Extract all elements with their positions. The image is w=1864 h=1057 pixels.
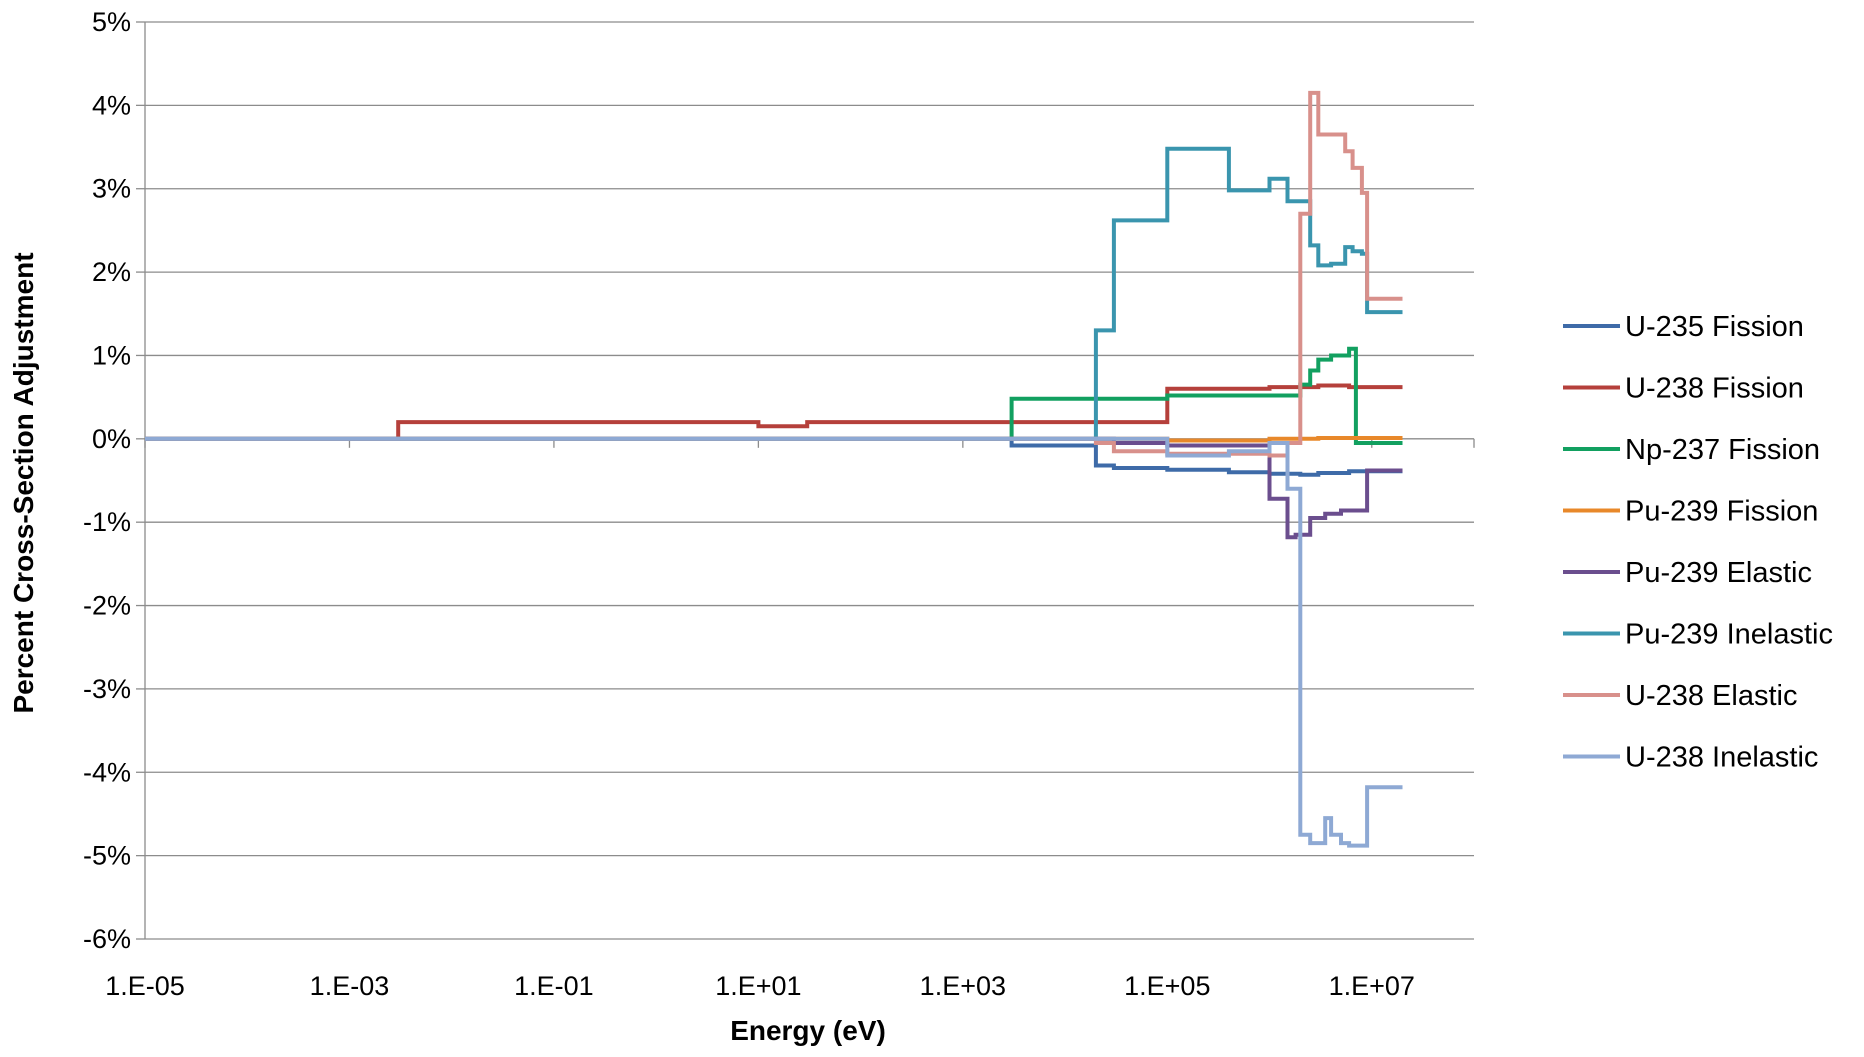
series-line-np-237-fission [145,346,1403,445]
x-tick-label: 1.E+05 [1124,971,1210,1001]
legend-label: U-238 Inelastic [1625,742,1818,774]
series-line-u-238-inelastic [145,436,1403,848]
x-tick-label: 1.E+07 [1329,971,1415,1001]
tick-labels: 5% 4% 3% 2% 1% 0% -1% -2% -3% -4% -5% -6% 1.E-05 1.E-… [83,7,1415,1001]
legend-label: Pu-239 Inelastic [1625,619,1833,651]
legend-label: Pu-239 Elastic [1625,557,1812,589]
y-tick-label: 1% [92,340,131,370]
y-tick-label: 5% [92,7,131,37]
y-tick-label: 4% [92,90,131,120]
legend-label: U-235 Fission [1625,311,1804,343]
y-tick-label: 0% [92,424,131,454]
y-tick-label: -6% [83,924,131,954]
y-tick-label: -1% [83,507,131,537]
series-line-u-238-elastic [145,90,1403,458]
x-tick-label: 1.E+03 [920,971,1006,1001]
legend-label: U-238 Elastic [1625,680,1797,712]
x-tick-label: 1.E-05 [105,971,185,1001]
gridlines [145,21,1474,940]
y-tick-label: -4% [83,757,131,787]
legend: U-235 Fission U-238 Fission Np-237 Fission… [1563,311,1833,774]
series-line-u-235-fission [145,436,1403,477]
y-tick-label: -2% [83,591,131,621]
x-tick-label: 1.E-03 [310,971,390,1001]
legend-label: Pu-239 Fission [1625,496,1818,528]
x-axis-title: Energy (eV) [730,1015,886,1046]
x-tick-label: 1.E+01 [715,971,801,1001]
series-lines [145,90,1403,848]
y-tick-label: -3% [83,674,131,704]
series-line-pu-239-inelastic [145,146,1403,441]
y-tick-label: 3% [92,174,131,204]
legend-label: Np-237 Fission [1625,434,1820,466]
legend-label: U-238 Fission [1625,373,1804,405]
y-tick-label: 2% [92,257,131,287]
series-line-u-238-fission [145,383,1403,441]
x-tick-label: 1.E-01 [514,971,594,1001]
y-axis-title: Percent Cross-Section Adjustment [8,252,39,713]
y-tick-label: -5% [83,841,131,871]
axes [136,21,1475,940]
